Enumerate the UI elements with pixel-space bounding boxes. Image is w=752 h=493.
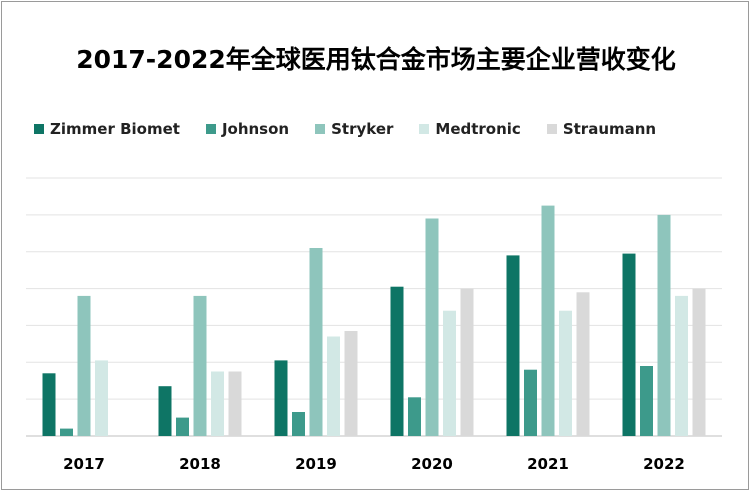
legend: Zimmer Biomet Johnson Stryker Medtronic …	[34, 118, 682, 140]
bar-johnson-2021	[524, 369, 537, 436]
gridlines	[26, 177, 722, 437]
legend-swatch	[315, 124, 326, 134]
bar-medtronic-2021	[559, 310, 572, 436]
legend-item-johnson: Johnson	[205, 120, 290, 138]
x-tick-label: 2021	[527, 455, 569, 473]
bar-stryker-2019	[309, 248, 323, 436]
legend-label: Medtronic	[435, 120, 521, 138]
x-tick-label: 2022	[643, 455, 685, 473]
x-tick-label: 2018	[179, 455, 221, 473]
bar-zimmer-biomet-2022	[622, 253, 636, 436]
bars	[42, 205, 706, 436]
bar-johnson-2017	[60, 428, 73, 436]
legend-swatch	[546, 124, 557, 134]
legend-item-zimmer-biomet: Zimmer Biomet	[34, 120, 180, 138]
bar-straumann-2021	[576, 292, 590, 436]
bar-straumann-2018	[228, 371, 242, 436]
legend-item-medtronic: Medtronic	[419, 120, 521, 138]
bar-zimmer-biomet-2018	[158, 386, 172, 436]
bar-johnson-2020	[408, 397, 421, 436]
bar-straumann-2020	[460, 288, 474, 436]
bar-stryker-2022	[657, 214, 671, 436]
x-axis-ticks: 2017 2018 2019 2020 2021 2022	[63, 455, 685, 473]
bar-stryker-2021	[541, 205, 555, 436]
bar-johnson-2019	[292, 412, 305, 436]
bar-johnson-2018	[176, 417, 189, 436]
bar-medtronic-2019	[327, 336, 340, 436]
legend-label: Straumann	[562, 120, 657, 138]
bar-zimmer-biomet-2019	[274, 360, 288, 436]
bar-stryker-2018	[193, 295, 207, 436]
legend-label: Stryker	[331, 120, 394, 138]
bar-medtronic-2017	[95, 360, 108, 436]
legend-swatch	[205, 124, 216, 134]
bar-medtronic-2020	[443, 310, 456, 436]
bar-straumann-2019	[344, 331, 358, 436]
bar-zimmer-biomet-2021	[506, 255, 520, 436]
bar-medtronic-2022	[675, 295, 688, 436]
bar-stryker-2017	[77, 295, 91, 436]
bar-medtronic-2018	[211, 371, 224, 436]
bar-zimmer-biomet-2017	[42, 373, 56, 436]
bar-zimmer-biomet-2020	[390, 286, 404, 436]
x-tick-label: 2020	[411, 455, 453, 473]
chart-title: 2017-2022年全球医用钛合金市场主要企业营收变化	[76, 45, 676, 74]
x-tick-label: 2019	[295, 455, 337, 473]
bar-stryker-2020	[425, 218, 439, 436]
legend-item-stryker: Stryker	[315, 120, 393, 138]
legend-label: Johnson	[221, 120, 290, 138]
bar-straumann-2022	[692, 288, 706, 436]
legend-swatch	[34, 124, 44, 134]
legend-item-straumann: Straumann	[546, 120, 657, 138]
x-tick-label: 2017	[63, 455, 105, 473]
legend-swatch	[419, 124, 430, 134]
legend-label: Zimmer Biomet	[50, 120, 180, 138]
bar-johnson-2022	[640, 366, 653, 436]
